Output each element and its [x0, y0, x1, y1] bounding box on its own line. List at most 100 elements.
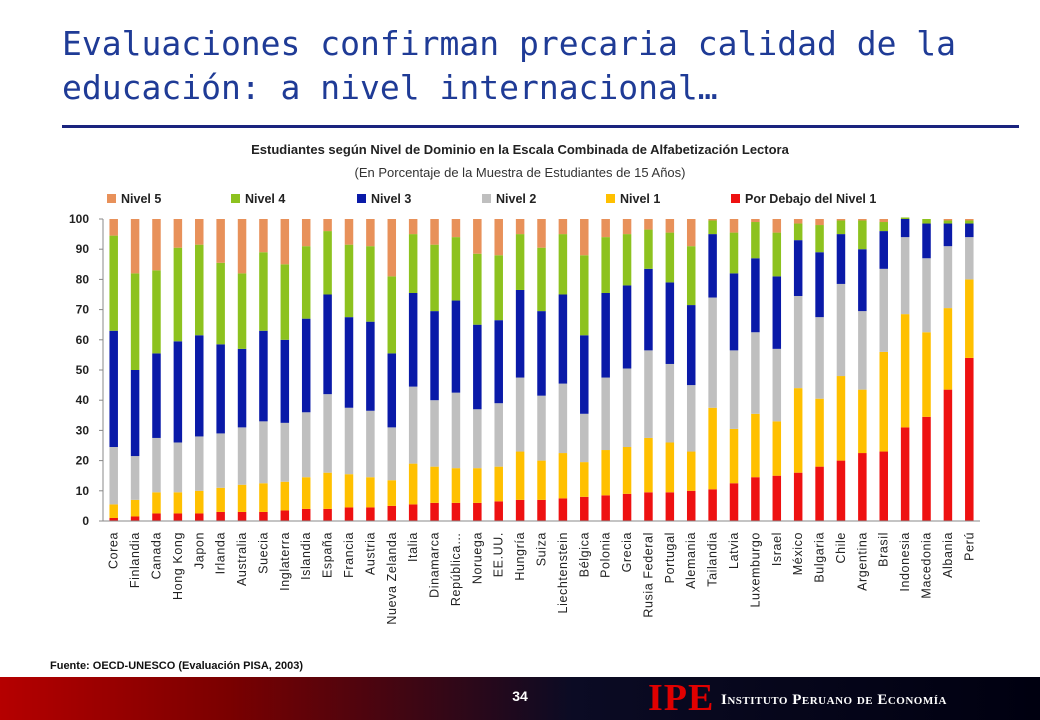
- bar-nivel-1-latvia: [729, 428, 739, 484]
- legend-label-nivel-2: Nivel 2: [496, 192, 536, 206]
- bar-nivel-5-grecia: [622, 219, 632, 235]
- bar-nivel-5-suiza: [537, 219, 546, 248]
- bar-nivel-5-noruega: [473, 219, 482, 254]
- bar-nivel-4-islandia: [301, 246, 311, 319]
- bar-nivel-4-republica: [451, 237, 461, 301]
- bar-nivel-5-canada: [152, 219, 161, 271]
- bar-nivel-1-canada: [152, 492, 161, 514]
- y-tick-label: 20: [76, 454, 90, 468]
- bar-nivel-4-chile: [836, 220, 846, 235]
- bar-nivel-3-inglaterra: [280, 339, 290, 423]
- bar-nivel-5-liechtenstein: [558, 219, 568, 235]
- x-tick-label-ee-uu: EE.UU.: [492, 532, 506, 577]
- x-tick-label-italia: Italia: [406, 532, 420, 562]
- bar-nivel-2-republica: [451, 392, 461, 469]
- bar-stack-republica: [451, 219, 461, 521]
- bar-por-debajo-del-nivel-1-italia: [408, 504, 418, 521]
- bar-nivel-2-italia: [408, 386, 418, 464]
- bar-nivel-3-argentina: [858, 249, 867, 312]
- bar-nivel-1-italia: [408, 463, 418, 505]
- bar-nivel-2-corea: [109, 447, 118, 505]
- bar-nivel-4-japon: [195, 244, 204, 336]
- bar-nivel-2-grecia: [622, 368, 632, 448]
- bar-nivel-4-latvia: [729, 232, 739, 274]
- bar-stack-ee-uu: [494, 219, 503, 521]
- bar-nivel-3-suiza: [537, 311, 546, 396]
- x-tick-label-portugal: Portugal: [663, 532, 677, 583]
- bar-nivel-2-belgica: [580, 413, 589, 463]
- bar-nivel-5-republica: [451, 219, 461, 238]
- bar-nivel-1-belgica: [580, 462, 589, 497]
- bar-nivel-5-corea: [109, 219, 118, 236]
- bar-nivel-3-brasil: [879, 231, 888, 269]
- bar-nivel-4-espana: [323, 231, 332, 295]
- bar-nivel-5-albania: [943, 219, 953, 221]
- legend-label-nivel-1: Nivel 1: [620, 192, 660, 206]
- bar-nivel-4-austria: [366, 246, 375, 322]
- bar-nivel-3-luxemburgo: [751, 258, 760, 333]
- bar-por-debajo-del-nivel-1-republica: [451, 502, 461, 521]
- bar-nivel-4-finlandia: [130, 273, 140, 370]
- bar-por-debajo-del-nivel-1-alemania: [686, 490, 696, 521]
- bar-stack-chile: [836, 219, 846, 521]
- bar-nivel-1-finlandia: [130, 499, 140, 517]
- x-tick-label-israel: Israel: [770, 532, 784, 566]
- title-rule: [62, 125, 1019, 128]
- bar-nivel-5-suecia: [259, 219, 268, 253]
- bar-por-debajo-del-nivel-1-rusia-federal: [644, 492, 653, 521]
- bar-nivel-3-irlanda: [216, 344, 225, 434]
- bar-nivel-5-irlanda: [216, 219, 225, 263]
- y-tick-label: 10: [76, 484, 90, 498]
- x-tick-label-suiza: Suiza: [535, 532, 549, 566]
- bar-stack-argentina: [858, 219, 867, 521]
- bar-nivel-5-japon: [195, 219, 204, 245]
- bar-nivel-2-francia: [344, 407, 354, 475]
- bar-nivel-2-argentina: [858, 311, 867, 390]
- bar-nivel-3-alemania: [686, 305, 696, 386]
- bar-por-debajo-del-nivel-1-bulgaria: [815, 466, 824, 521]
- bar-nivel-3-chile: [836, 234, 846, 284]
- x-tick-label-luxemburgo: Luxemburgo: [748, 532, 762, 608]
- bar-nivel-3-suecia: [259, 330, 268, 422]
- bar-nivel-4-brasil: [879, 222, 888, 232]
- footer-bar: [0, 677, 1040, 720]
- bar-por-debajo-del-nivel-1-dinamarca: [430, 502, 439, 521]
- bar-nivel-2-austria: [366, 410, 375, 478]
- bar-nivel-1-republica: [451, 468, 461, 503]
- bar-stack-finlandia: [130, 219, 140, 521]
- x-tick-label-nueva-zelanda: Nueva Zelanda: [385, 532, 399, 625]
- bar-nivel-2-australia: [237, 427, 247, 485]
- x-tick-label-brasil: Brasil: [877, 532, 891, 567]
- bar-nivel-1-hungria: [515, 451, 525, 500]
- bar-nivel-2-rusia-federal: [644, 350, 653, 438]
- x-tick-label-argentina: Argentina: [855, 532, 869, 591]
- bar-por-debajo-del-nivel-1-noruega: [473, 502, 482, 521]
- bar-nivel-5-francia: [344, 219, 354, 245]
- bar-nivel-4-nueva-zelanda: [387, 276, 397, 354]
- bar-nivel-1-francia: [344, 474, 354, 508]
- bar-stack-irlanda: [216, 219, 225, 521]
- bar-nivel-2-suiza: [537, 395, 546, 461]
- bar-nivel-3-islandia: [301, 318, 311, 413]
- bar-nivel-2-latvia: [729, 350, 739, 429]
- stacked-bar-chart: Nivel 5 Nivel 4 Nivel 3 Nivel 2 Nivel 1 Por D…: [69, 192, 980, 625]
- bar-nivel-2-hong-kong: [173, 442, 183, 493]
- bar-stack-corea: [109, 219, 118, 521]
- bar-por-debajo-del-nivel-1-japon: [195, 513, 204, 521]
- x-tick-label-finlandia: Finlandia: [128, 532, 142, 588]
- bar-nivel-3-canada: [152, 353, 161, 438]
- bar-stack-nueva-zelanda: [387, 219, 397, 521]
- bar-nivel-2-inglaterra: [280, 422, 290, 482]
- bar-stack-mexico: [793, 219, 803, 521]
- bar-nivel-1-israel: [772, 421, 782, 476]
- bar-nivel-1-luxemburgo: [751, 413, 760, 478]
- bar-nivel-3-bulgaria: [815, 252, 824, 318]
- x-tick-label-liechtenstein: Liechtenstein: [556, 532, 570, 613]
- slide-title: Evaluaciones confirman precaria calidad …: [62, 24, 957, 107]
- x-tick-label-dinamarca: Dinamarca: [428, 532, 442, 598]
- bar-nivel-1-tailandia: [708, 407, 717, 490]
- bar-nivel-1-australia: [237, 484, 247, 512]
- bar-nivel-3-latvia: [729, 273, 739, 351]
- bar-stack-alemania: [686, 219, 696, 521]
- bar-nivel-4-belgica: [580, 255, 589, 336]
